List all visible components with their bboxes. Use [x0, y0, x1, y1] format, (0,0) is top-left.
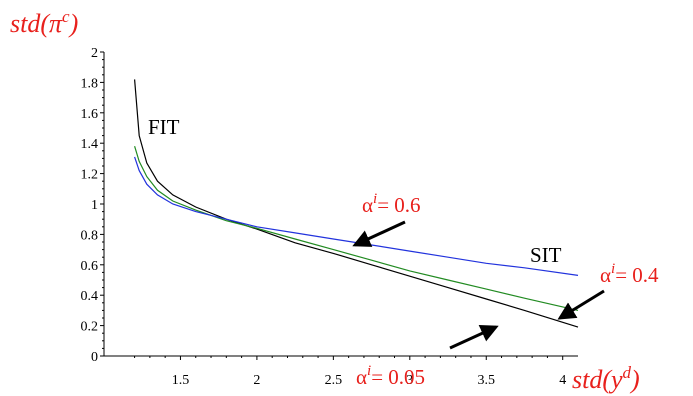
sit-label: SIT: [530, 243, 562, 267]
series-line-a005: [134, 79, 579, 328]
x-tick-label: 2: [253, 373, 260, 388]
x-tick-label: 3: [406, 373, 413, 388]
alpha-005-arrow: [449, 325, 499, 350]
y-tick-label: 1.8: [81, 76, 99, 91]
y-tick-label: 0: [91, 350, 98, 365]
fit-label: FIT: [148, 115, 180, 139]
y-tick-label: 1.2: [81, 168, 99, 183]
x-axis-ticks: 1.5 2 2.5 3 3.5 4: [134, 356, 566, 388]
y-tick-label: 2: [91, 46, 98, 61]
x-tick-label: 2.5: [325, 373, 343, 388]
series-layer: [134, 79, 579, 328]
alpha-04-label: αi= 0.4: [600, 261, 659, 287]
y-tick-label: 1.6: [81, 107, 99, 122]
y-tick-label: 0.2: [81, 320, 99, 335]
series-line-a04: [134, 146, 579, 311]
alpha-005-label: αi= 0.05: [356, 363, 425, 389]
y-axis-ticks: 0 0.2 0.4 0.6 0.8 1 1.2 1.4 1.6 1.8 2: [81, 46, 104, 365]
y-tick-label: 0.8: [81, 228, 99, 243]
y-tick-label: 0.6: [81, 259, 99, 274]
y-axis-title: std(πc): [10, 7, 78, 38]
alpha-06-label: αi= 0.6: [362, 191, 421, 217]
x-tick-label: 1.5: [172, 373, 190, 388]
y-tick-label: 1.4: [81, 137, 99, 152]
series-line-a06: [134, 156, 579, 276]
x-tick-label: 4: [559, 373, 566, 388]
alpha-06-arrow: [352, 220, 406, 247]
x-tick-label: 3.5: [478, 373, 496, 388]
y-tick-label: 1: [91, 198, 98, 213]
y-tick-label: 0.4: [81, 289, 99, 304]
alpha-04-arrow: [557, 289, 605, 320]
x-axis-title: std(yd): [572, 363, 640, 394]
